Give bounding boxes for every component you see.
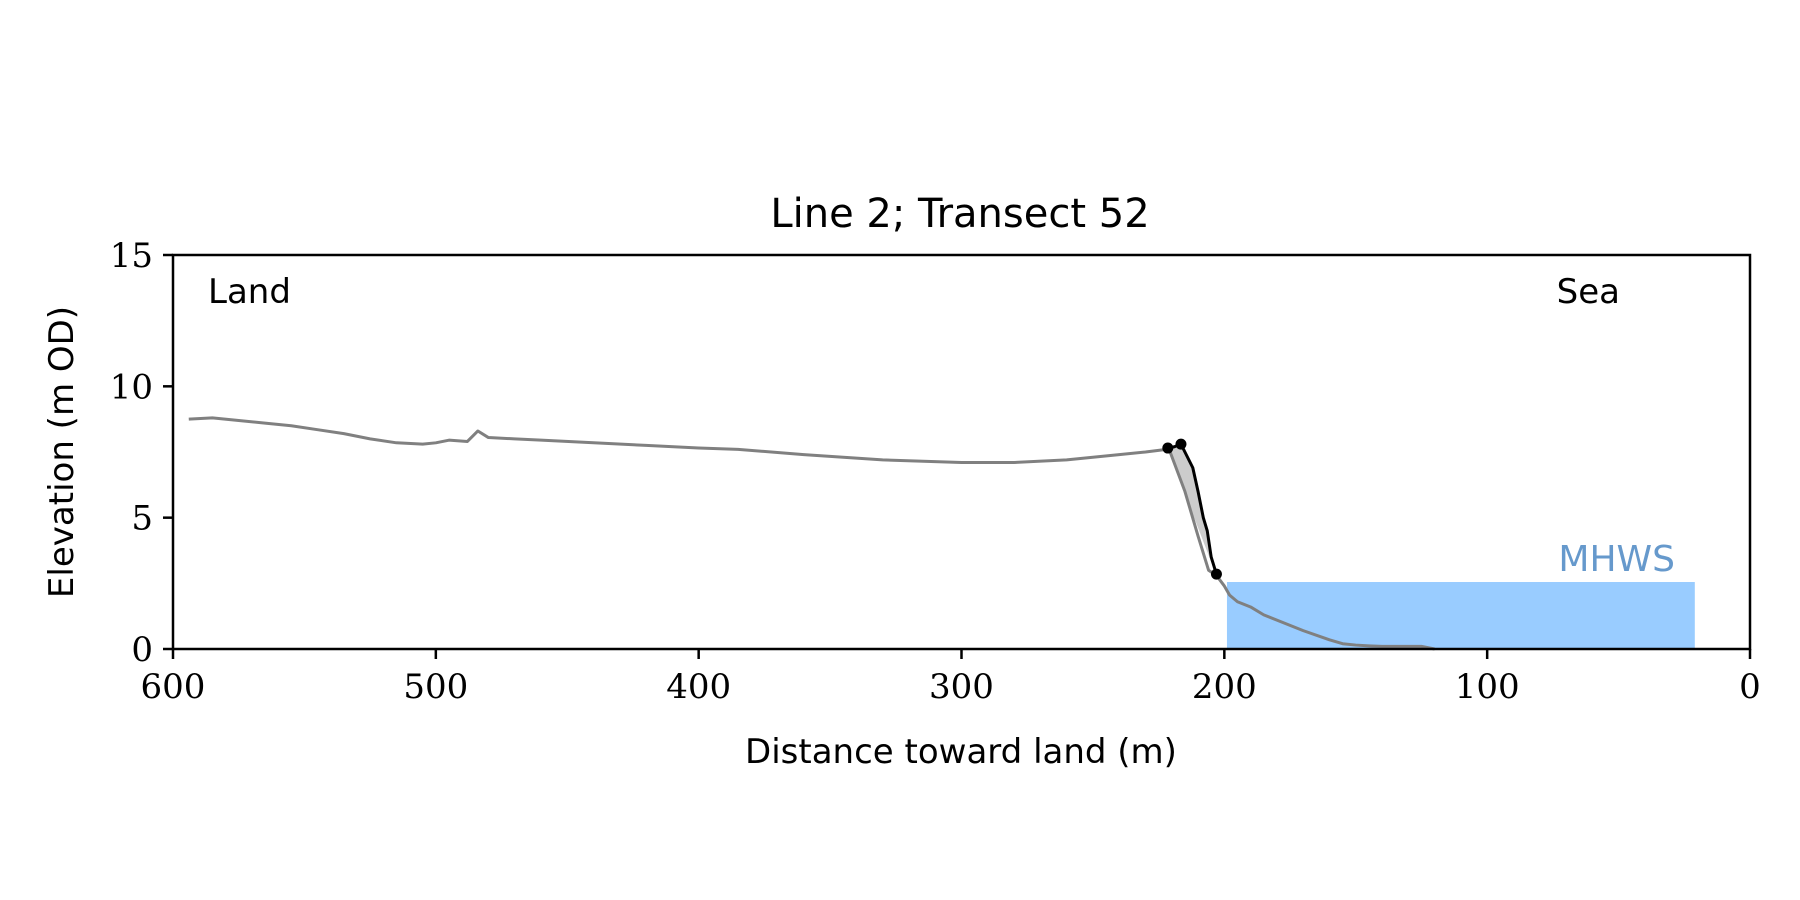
x-tick-label: 100 [1455,667,1520,707]
x-tick-label: 400 [666,667,731,707]
y-tick-label: 10 [110,367,153,407]
x-tick-label: 500 [403,667,468,707]
sea-label: Sea [1557,272,1620,312]
y-tick-label: 0 [131,630,153,670]
x-tick-label: 0 [1739,667,1761,707]
x-axis: 600 500 400 300 200 100 0 [141,649,1761,707]
cliff-marker [1175,438,1187,450]
x-tick-label: 600 [141,667,206,707]
y-tick-label: 5 [131,499,153,539]
mhws-label: MHWS [1558,539,1675,580]
plot-area [188,416,1695,651]
y-axis: 0 5 10 15 [110,236,173,670]
y-tick-label: 15 [110,236,153,276]
mhws-band [1226,582,1695,649]
x-tick-label: 300 [929,667,994,707]
profile-line [188,416,1435,651]
chart-title: Line 2; Transect 52 [770,191,1149,237]
y-axis-label: Elevation (m OD) [42,306,82,598]
x-axis-label: Distance toward land (m) [745,732,1177,772]
x-tick-label: 200 [1192,667,1257,707]
cliff-marker [1162,442,1174,454]
cliff-marker [1210,568,1222,580]
land-label: Land [208,272,291,312]
